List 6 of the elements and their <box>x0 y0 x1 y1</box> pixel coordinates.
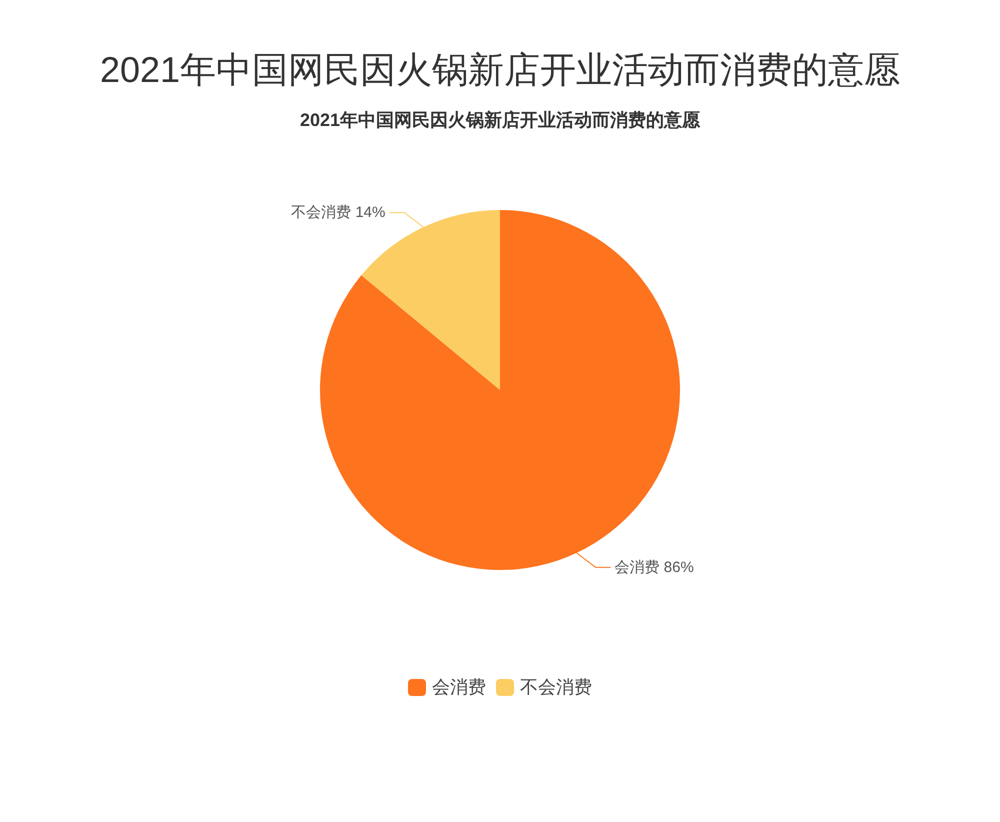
data-label: 不会消费 14% <box>291 204 386 222</box>
legend-label: 不会消费 <box>520 676 592 699</box>
legend-label: 会消费 <box>432 676 486 699</box>
data-label: 会消费 86% <box>614 558 694 576</box>
chart-title: 2021年中国网民因火锅新店开业活动而消费的意愿 <box>98 48 902 92</box>
chart-subtitle: 2021年中国网民因火锅新店开业活动而消费的意愿 <box>298 109 702 132</box>
